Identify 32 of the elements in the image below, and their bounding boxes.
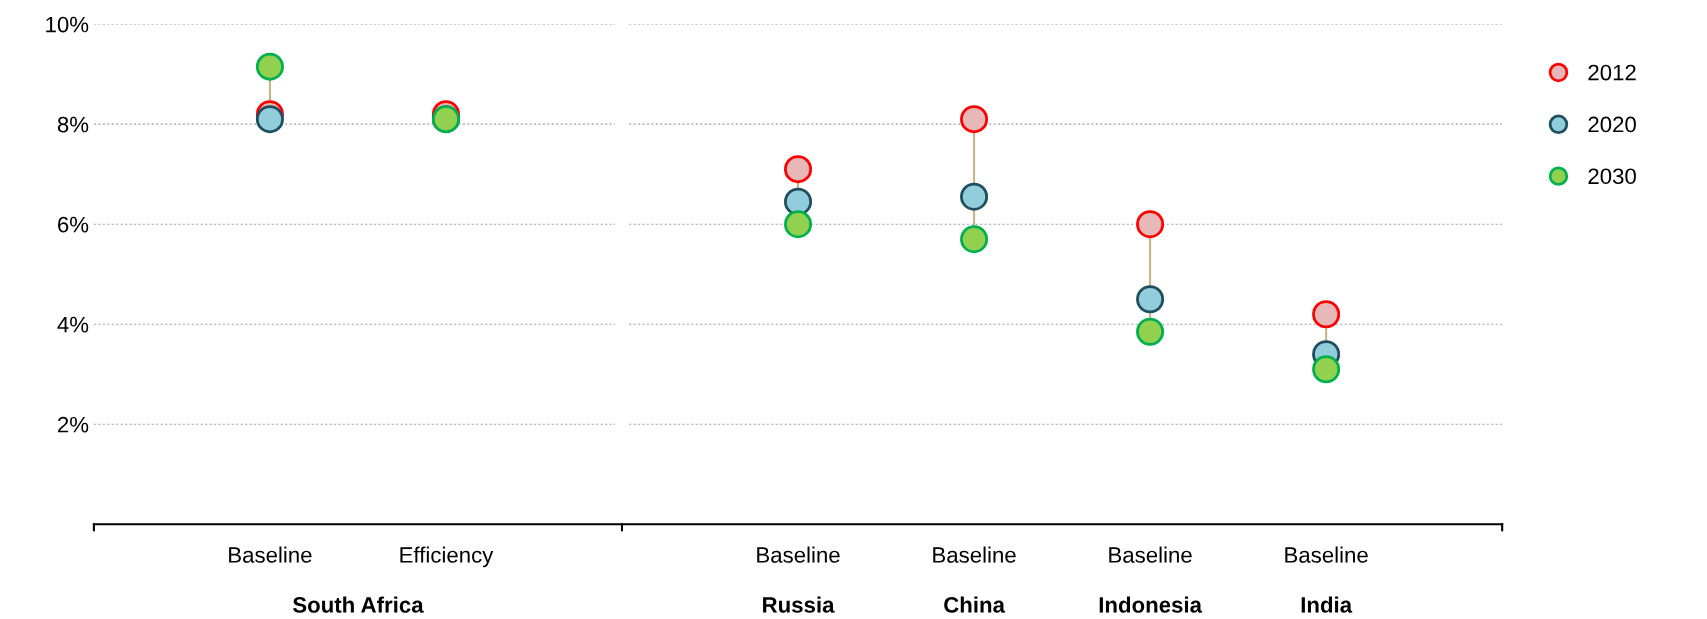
point [960, 225, 989, 254]
point [784, 187, 813, 216]
legend-label: 2012 [1588, 64, 1636, 81]
point [255, 105, 284, 134]
text: Russia [763, 596, 835, 613]
text: South Africa [292, 596, 424, 613]
point [1136, 285, 1165, 314]
y-tick-label: 6% [58, 216, 89, 233]
y-tick-label: 4% [57, 316, 89, 333]
point [960, 105, 989, 134]
point [1136, 210, 1165, 239]
x-tick-label: Efficiency [400, 546, 494, 568]
legend-label: 2030 [1588, 168, 1636, 185]
point [784, 155, 813, 184]
text: Indonesia [1099, 596, 1203, 613]
text: China [944, 596, 1006, 613]
point [255, 52, 284, 81]
x-tick-label: Baseline [933, 546, 1016, 563]
point [960, 182, 989, 211]
y-tick-label: 8% [57, 116, 89, 133]
x-tick-label: Baseline [1109, 546, 1192, 563]
point [784, 210, 813, 239]
legend-label: 2020 [1588, 116, 1636, 133]
point [1312, 300, 1341, 329]
y-tick-label: 2% [58, 416, 89, 433]
x-tick-label: Baseline [1285, 546, 1368, 563]
x-tick-label: Baseline [229, 546, 312, 563]
x-tick-label: Baseline [757, 546, 840, 563]
point [1136, 317, 1165, 346]
y-tick-label: 10% [46, 16, 89, 33]
text: India [1301, 596, 1353, 613]
point [1312, 355, 1341, 384]
